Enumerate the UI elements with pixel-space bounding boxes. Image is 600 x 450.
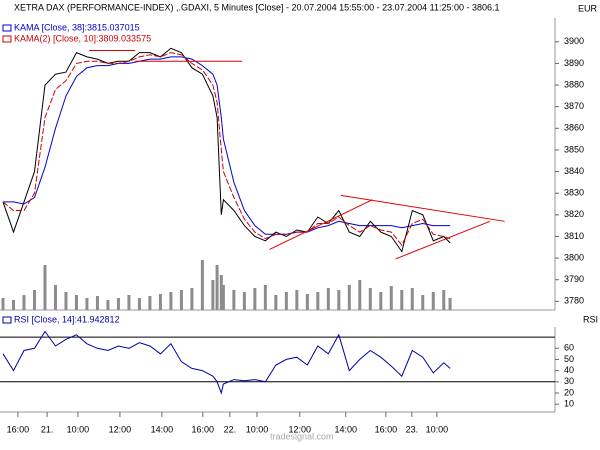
volume-bar [379,292,383,310]
series-line [2,330,451,395]
volume-bar [284,292,288,310]
volume-bar [1,298,5,310]
y-tick-label: 3820 [564,209,584,219]
y-tick-label: 3780 [564,296,584,306]
volume-bar [127,295,131,310]
volume-bar [137,298,141,310]
x-tick-label: 16:00 [192,424,215,434]
series-line [3,56,451,235]
volume-bar [263,285,267,310]
volume-bar [85,298,89,310]
y-tick-label: 40 [564,365,574,375]
legend-icon [2,24,12,32]
volume-bar [95,296,99,310]
y-tick-label: 60 [564,343,574,353]
rsi-axis-label: RSI [583,314,598,324]
trend-line [340,194,505,222]
volume-bar [421,295,425,310]
volume-bar [219,275,223,310]
series-line [2,47,451,253]
y-tick-label: 30 [564,376,574,386]
y-tick-label: 3810 [564,231,584,241]
volume-bar [347,285,351,310]
y-tick-label: 3880 [564,79,584,89]
volume-bar [274,295,278,310]
volume-bar [305,294,309,310]
chart-title: XETRA DAX (PERFORMANCE-INDEX) ,.GDAXI, 5… [14,2,500,12]
y-tick-label: 3790 [564,274,584,284]
volume-bar [32,290,36,310]
x-tick-label: 10:00 [67,424,90,434]
watermark: tradesignal.com [270,431,334,441]
legend-entry: RSI [Close, 14]:41.942812 [14,314,120,324]
volume-bar [389,286,393,310]
trend-line [269,199,373,250]
legend-entry: KAMA(2) [Close, 10]:3809.033575 [14,33,151,43]
volume-bar [448,298,452,310]
x-tick-label: 21. [41,424,54,434]
y-tick-label: 50 [564,354,574,364]
x-tick-label: 14:00 [151,424,174,434]
volume-bar [253,288,257,310]
volume-bar [215,265,219,310]
x-tick-label: 12:00 [289,424,312,434]
volume-bar [316,292,320,310]
volume-bar [211,280,215,310]
volume-bar [179,290,183,310]
volume-bar [116,298,120,310]
y-tick-label: 3840 [564,166,584,176]
x-tick-label: 22. [224,424,237,434]
y-tick-label: 3830 [564,188,584,198]
x-tick-label: 12:00 [109,424,132,434]
volume-bar [442,290,446,310]
volume-bar [431,292,435,310]
y-tick-label: 10 [564,399,574,409]
x-tick-label: 16:00 [7,424,30,434]
volume-bar [232,290,236,310]
legend-icon [2,316,12,324]
y-tick-label: 3850 [564,144,584,154]
x-tick-label: 23. [406,424,419,434]
y-tick-label: 3900 [564,36,584,46]
volume-bar [358,280,362,310]
y-tick-label: 3870 [564,101,584,111]
volume-bar [368,288,372,310]
volume-bar [74,295,78,310]
volume-bar [148,296,152,310]
series-line [2,52,451,247]
volume-bar [326,288,330,310]
y-tick-label: 20 [564,387,574,397]
volume-bar [410,288,414,310]
volume-bar [53,285,57,310]
volume-bar [169,292,173,310]
volume-bar [22,295,26,310]
volume-bar [242,292,246,310]
x-tick-label: 10:00 [426,424,449,434]
x-tick-label: 14:00 [334,424,357,434]
volume-bar [190,288,194,310]
legend-entry: KAMA [Close, 38]:3815.037015 [14,22,140,32]
volume-bar [43,265,47,310]
y-tick-label: 3800 [564,252,584,262]
y-tick-label: 3890 [564,58,584,68]
volume-bar [106,300,110,310]
currency-label: EUR [578,3,598,13]
trend-line [395,220,491,260]
volume-bar [200,260,204,310]
y-tick-label: 3860 [564,123,584,133]
volume-bar [337,290,341,310]
volume-bar [64,292,68,310]
volume-bar [400,290,404,310]
x-tick-label: 16:00 [375,424,398,434]
x-tick-label: 10:00 [246,424,269,434]
volume-bar [158,294,162,310]
volume-bar [221,285,225,310]
legend-icon [2,35,12,43]
volume-bar [11,300,15,310]
volume-bar [295,290,299,310]
